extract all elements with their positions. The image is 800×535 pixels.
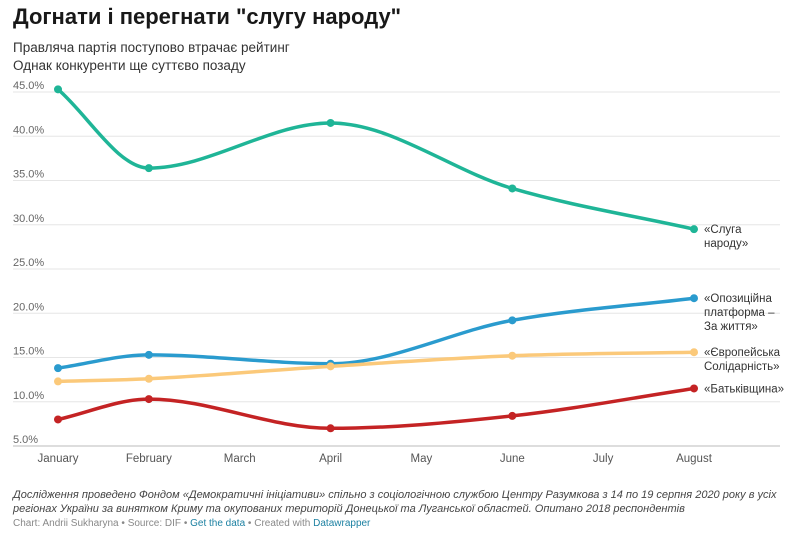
x-tick-label: April — [319, 453, 342, 465]
chart-author: Chart: Andrii Sukharyna — [13, 518, 119, 529]
data-point — [144, 395, 153, 404]
y-tick-label: 15.0% — [13, 346, 44, 358]
subtitle-line-2: Однак конкуренти ще суттєво позаду — [13, 58, 246, 73]
data-point — [690, 384, 698, 393]
y-tick-label: 30.0% — [13, 213, 44, 225]
get-data-link[interactable]: Get the data — [190, 518, 246, 529]
chart-title: Догнати і перегнати "слугу народу" — [13, 4, 402, 29]
x-tick-label: February — [126, 453, 172, 465]
source: Source: DIF — [127, 518, 182, 529]
series-line — [56, 350, 696, 384]
separator: • — [245, 518, 255, 529]
series-label: «Батьківщина» — [704, 383, 784, 395]
data-point — [54, 415, 62, 424]
series-label: За життя» — [704, 321, 758, 333]
data-point — [690, 348, 698, 357]
series-label: «Європейська — [704, 347, 781, 359]
series-label: платформа – — [704, 307, 775, 319]
series-line — [56, 386, 696, 431]
data-point — [690, 225, 698, 234]
footer: Chart: Andrii Sukharyna • Source: DIF • … — [13, 518, 370, 529]
data-point — [326, 424, 335, 433]
created-with: Created with — [254, 518, 311, 529]
data-point — [326, 118, 335, 127]
series-line — [56, 87, 696, 231]
y-tick-label: 40.0% — [13, 124, 44, 136]
x-tick-label: June — [500, 453, 525, 465]
separator: • — [181, 518, 191, 529]
x-tick-label: August — [676, 453, 713, 465]
data-point — [144, 164, 153, 173]
series-line — [56, 296, 696, 370]
data-point — [508, 316, 517, 325]
x-tick-label: July — [593, 453, 614, 465]
series-label: Солідарність» — [704, 361, 780, 373]
notes: Дослідження проведено Фондом «Демократич… — [13, 489, 777, 515]
x-tick-label: March — [224, 453, 256, 465]
y-tick-label: 25.0% — [13, 257, 44, 269]
data-point — [144, 374, 153, 383]
line-chart: 5.0% 10.0% 15.0% 20.0% 25.0% 30.0% 35.0% 40.0% 4… — [13, 80, 784, 465]
data-point — [508, 411, 517, 420]
data-point — [144, 350, 153, 359]
data-point — [54, 377, 62, 386]
x-tick-label: January — [38, 453, 79, 465]
data-point — [326, 362, 335, 371]
data-point — [508, 351, 517, 360]
datawrapper-link[interactable]: Datawrapper — [313, 518, 371, 529]
data-point — [54, 85, 62, 94]
data-point — [508, 184, 517, 193]
subtitle-line-1: Правляча партія поступово втрачає рейтин… — [13, 40, 290, 55]
y-tick-label: 20.0% — [13, 301, 44, 313]
y-tick-label: 10.0% — [13, 390, 44, 402]
series-label: «Опозиційна — [704, 293, 772, 305]
y-tick-label: 35.0% — [13, 169, 44, 181]
y-tick-label: 5.0% — [13, 434, 38, 446]
series-label: «Слуга — [704, 224, 742, 236]
data-point — [54, 364, 62, 373]
data-point — [690, 294, 698, 303]
y-tick-label: 45.0% — [13, 80, 44, 92]
series-label: народу» — [704, 238, 748, 250]
separator: • — [118, 518, 128, 529]
x-tick-label: May — [411, 453, 433, 465]
